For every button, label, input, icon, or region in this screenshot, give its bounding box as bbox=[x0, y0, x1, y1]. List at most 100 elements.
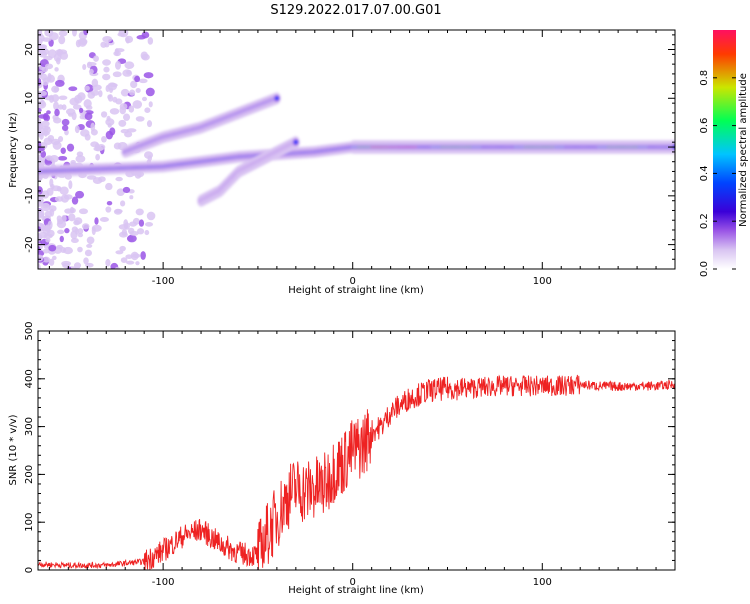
noise-mark bbox=[119, 106, 127, 115]
noise-mark bbox=[38, 226, 41, 232]
noise-mark bbox=[138, 219, 145, 227]
noise-mark bbox=[124, 35, 134, 44]
noise-mark bbox=[75, 190, 85, 199]
colorbar-ticks: 0.0 0.2 0.4 0.6 0.8 bbox=[699, 70, 736, 277]
snr-x-tick-label: 100 bbox=[533, 577, 552, 588]
noise-mark bbox=[93, 146, 104, 152]
noise-mark bbox=[87, 61, 97, 67]
noise-mark bbox=[51, 185, 61, 192]
noise-mark bbox=[61, 124, 69, 132]
noise-mark bbox=[114, 48, 119, 56]
noise-mark bbox=[86, 236, 95, 245]
noise-mark bbox=[138, 78, 148, 84]
noise-mark bbox=[38, 90, 48, 97]
noise-mark bbox=[53, 101, 59, 111]
spectrogram-x-tick-label: -100 bbox=[152, 276, 175, 287]
noise-mark bbox=[90, 122, 96, 132]
noise-mark bbox=[101, 135, 107, 143]
noise-mark bbox=[84, 249, 93, 257]
noise-mark bbox=[147, 37, 154, 45]
noise-mark bbox=[82, 63, 87, 71]
noise-mark bbox=[126, 69, 132, 75]
noise-mark bbox=[108, 83, 118, 88]
snr-y-tick-label: 400 bbox=[24, 369, 35, 388]
noise-mark bbox=[120, 88, 130, 97]
noise-mark bbox=[128, 105, 135, 113]
snr-y-tick-label: 500 bbox=[24, 321, 35, 340]
noise-mark bbox=[144, 107, 151, 113]
heat-core bbox=[274, 96, 279, 101]
snr-y-tick-label: 200 bbox=[24, 465, 35, 484]
snr-plot-area bbox=[38, 374, 675, 570]
noise-mark bbox=[105, 258, 111, 267]
noise-mark bbox=[91, 78, 99, 88]
noise-mark bbox=[148, 101, 153, 108]
noise-mark bbox=[88, 68, 94, 75]
noise-mark bbox=[38, 157, 43, 165]
noise-mark bbox=[135, 261, 140, 266]
colorbar: 0.0 0.2 0.4 0.6 0.8 Normalized spectral ampl… bbox=[699, 30, 749, 277]
noise-mark bbox=[81, 223, 90, 230]
noise-mark bbox=[56, 215, 62, 222]
colorbar-gradient bbox=[713, 30, 736, 269]
noise-mark bbox=[130, 80, 138, 89]
noise-mark bbox=[123, 113, 131, 121]
noise-mark bbox=[57, 135, 64, 143]
noise-mark bbox=[107, 94, 114, 102]
noise-mark bbox=[114, 266, 120, 269]
noise-mark bbox=[105, 118, 115, 126]
noise-mark bbox=[120, 257, 128, 264]
noise-mark bbox=[42, 202, 50, 209]
figure-title: S129.2022.017.07.00.G01 bbox=[270, 3, 441, 18]
noise-mark bbox=[125, 254, 133, 260]
noise-mark bbox=[71, 196, 79, 205]
noise-mark bbox=[144, 222, 154, 227]
noise-mark bbox=[94, 217, 99, 225]
noise-mark bbox=[63, 246, 73, 255]
noise-mark bbox=[55, 79, 65, 87]
noise-mark bbox=[114, 60, 122, 70]
noise-mark bbox=[126, 128, 137, 133]
spectrogram-frame bbox=[37, 29, 676, 270]
noise-mark bbox=[109, 127, 116, 136]
snr-axes: -100 0 100 0 100 200 300 400 500 bbox=[24, 321, 676, 588]
noise-mark bbox=[129, 195, 134, 200]
noise-mark bbox=[59, 235, 64, 243]
spectrogram-y-tick-label: 10 bbox=[24, 92, 35, 105]
noise-mark bbox=[84, 85, 90, 91]
noise-mark bbox=[72, 104, 82, 110]
noise-mark bbox=[132, 100, 143, 109]
noise-mark bbox=[140, 251, 146, 260]
noise-mark bbox=[54, 67, 59, 72]
noise-mark bbox=[136, 228, 145, 235]
noise-mark bbox=[118, 224, 129, 230]
snr-x-tick-label: -100 bbox=[152, 577, 175, 588]
noise-mark bbox=[70, 230, 78, 240]
noise-mark bbox=[102, 35, 113, 43]
snr-y-tick-label: 0 bbox=[24, 567, 35, 573]
snr-y-tick-label: 300 bbox=[24, 417, 35, 436]
noise-mark bbox=[48, 258, 55, 266]
noise-mark bbox=[40, 120, 50, 128]
noise-mark bbox=[126, 234, 137, 243]
snr-x-axis-label: Height of straight line (km) bbox=[288, 585, 424, 596]
noise-mark bbox=[46, 187, 54, 196]
noise-mark bbox=[58, 95, 68, 101]
noise-mark bbox=[43, 131, 50, 136]
noise-mark bbox=[100, 41, 107, 48]
noise-mark bbox=[87, 91, 96, 99]
snr-x-tick-label: 0 bbox=[350, 577, 356, 588]
noise-mark bbox=[98, 176, 106, 183]
noise-mark bbox=[135, 87, 141, 94]
noise-mark bbox=[78, 107, 84, 114]
noise-mark bbox=[38, 114, 47, 119]
noise-mark bbox=[72, 30, 77, 37]
noise-mark bbox=[52, 141, 62, 150]
spectrogram-y-tick-label: 20 bbox=[24, 43, 35, 56]
spectrogram-y-tick-label: 0 bbox=[24, 144, 35, 150]
noise-mark bbox=[112, 96, 118, 103]
noise-mark bbox=[48, 205, 57, 212]
noise-mark bbox=[77, 228, 84, 235]
noise-mark bbox=[74, 217, 83, 225]
